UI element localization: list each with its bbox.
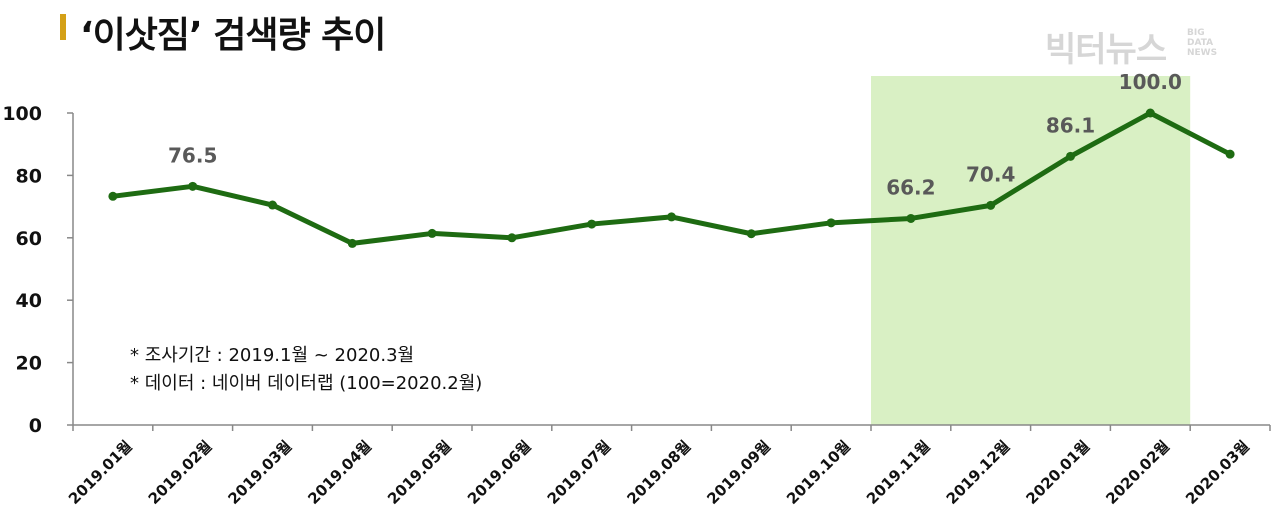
x-category-label: 2019.02월 [145,437,216,508]
data-label: 76.5 [168,143,217,167]
logo-text: 빅터뉴스 [1045,30,1167,70]
data-point [906,213,916,223]
data-point [826,218,836,228]
x-category-label: 2019.12월 [943,437,1014,508]
data-point [1066,151,1075,161]
data-point [986,200,996,210]
x-category-label: 2019.06월 [464,437,535,508]
x-category-label: 2019.05월 [384,437,455,508]
x-category-label: 2019.10월 [783,437,854,508]
data-point [108,191,118,201]
data-label: 66.2 [886,175,935,199]
x-category-label: 2019.04월 [304,437,375,508]
x-category-label: 2019.01월 [65,437,136,508]
data-label: 100.0 [1119,70,1182,94]
highlight-band [871,76,1191,425]
logo-sub-line: BIG [1187,28,1205,38]
data-point [427,228,437,238]
data-point [587,219,597,229]
data-label: 86.1 [1046,113,1095,137]
y-tick-label: 60 [16,228,42,250]
logo-sub-line: DATA [1187,38,1214,48]
data-point [746,229,756,239]
x-category-label: 2020.01월 [1023,437,1094,508]
data-point [188,181,198,191]
y-tick-label: 20 [16,353,42,375]
page-title: ‘이삿짐’ 검색량 추이 [80,15,386,56]
data-point [667,212,676,222]
data-point [347,238,357,248]
x-category-label: 2019.03월 [225,437,296,508]
x-category-label: 2019.08월 [624,437,695,508]
y-tick-label: 80 [16,165,42,187]
x-category-label: 2019.07월 [544,437,615,508]
y-tick-label: 100 [2,103,42,125]
y-tick-label: 40 [16,290,42,312]
data-label: 70.4 [966,162,1015,186]
x-category-label: 2020.03월 [1182,437,1253,508]
logo-subtext: BIG DATA NEWS [1187,28,1247,58]
data-point [268,200,277,210]
x-category-label: 2019.09월 [703,437,774,508]
data-point [507,233,517,243]
x-category-label: 2019.11월 [863,437,934,508]
logo-sub-line: NEWS [1187,48,1218,58]
title-accent-bar [60,14,66,40]
note-data-source: * 데이터 : 네이버 데이터랩 (100=2020.2월) [130,373,483,394]
y-tick-label: 0 [29,415,42,437]
data-point [1145,108,1155,118]
data-point [1225,149,1235,159]
chart-notes: * 조사기간 : 2019.1월 ~ 2020.3월 * 데이터 : 네이버 데… [130,342,482,398]
x-category-label: 2020.02월 [1102,437,1173,508]
note-survey-period: * 조사기간 : 2019.1월 ~ 2020.3월 [130,345,415,366]
